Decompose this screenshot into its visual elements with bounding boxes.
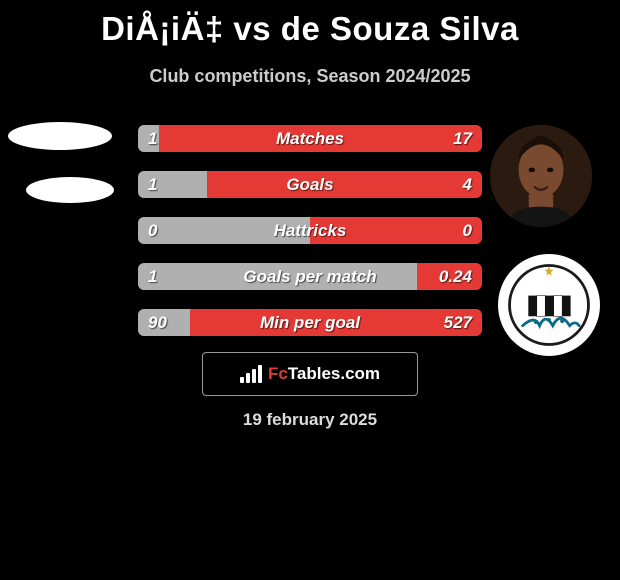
stat-row: 0Hattricks0 bbox=[138, 217, 482, 244]
stat-label: Goals bbox=[138, 175, 482, 195]
brand-suffix: Tables.com bbox=[288, 364, 380, 383]
bar-chart-icon bbox=[240, 365, 262, 383]
stat-label: Goals per match bbox=[138, 267, 482, 287]
stat-label: Matches bbox=[138, 129, 482, 149]
stat-label: Hattricks bbox=[138, 221, 482, 241]
brand-prefix: Fc bbox=[268, 364, 288, 383]
left-club-badge bbox=[26, 177, 114, 203]
right-club-badge bbox=[498, 254, 600, 356]
left-player-avatar bbox=[8, 122, 112, 150]
stat-row: 1Goals4 bbox=[138, 171, 482, 198]
stat-row: 1Matches17 bbox=[138, 125, 482, 152]
page-title: DiÅ¡iÄ‡ vs de Souza Silva bbox=[0, 0, 620, 48]
stat-row: 1Goals per match0.24 bbox=[138, 263, 482, 290]
brand-watermark: FcTables.com bbox=[202, 352, 418, 396]
stat-label: Min per goal bbox=[138, 313, 482, 333]
date-footer: 19 february 2025 bbox=[0, 410, 620, 430]
stats-bars: 1Matches17 1Goals4 0Hattricks0 1Goals per m… bbox=[138, 125, 482, 355]
stat-row: 90Min per goal527 bbox=[138, 309, 482, 336]
subtitle: Club competitions, Season 2024/2025 bbox=[0, 66, 620, 87]
brand-text: FcTables.com bbox=[268, 364, 380, 384]
right-player-avatar bbox=[490, 125, 592, 227]
